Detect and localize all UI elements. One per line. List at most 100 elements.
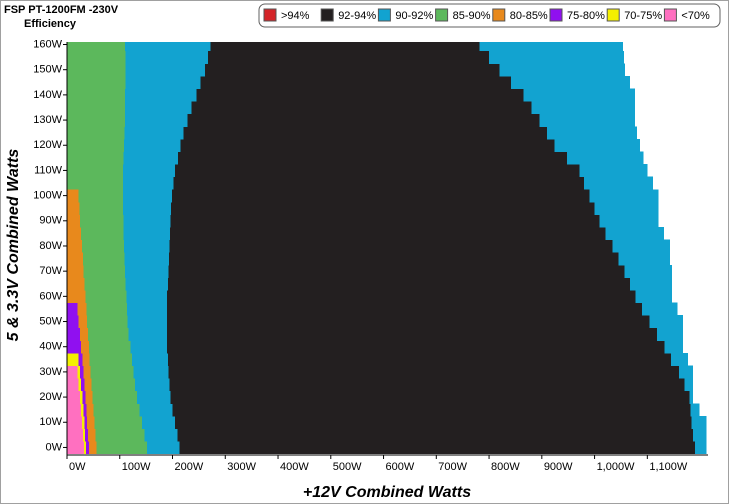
efficiency-cell [85, 390, 93, 404]
efficiency-cell [88, 327, 130, 341]
efficiency-cell [81, 227, 124, 241]
x-tick-label: 100W [122, 461, 151, 473]
x-tick-label: 500W [333, 461, 362, 473]
efficiency-cell [547, 126, 638, 140]
x-tick-label: 0W [69, 461, 86, 473]
efficiency-cell [85, 441, 90, 455]
efficiency-cell [67, 239, 83, 253]
efficiency-cell [81, 239, 125, 253]
legend-label: 80-85% [510, 10, 548, 22]
efficiency-cell [81, 378, 85, 392]
efficiency-cell [671, 353, 688, 367]
x-tick-label: 800W [491, 461, 520, 473]
efficiency-cell [141, 415, 176, 429]
efficiency-cell [191, 101, 532, 115]
efficiency-cell [489, 50, 624, 64]
y-tick-label: 0W [46, 441, 63, 453]
efficiency-cell [84, 428, 89, 442]
legend-swatch [663, 8, 677, 22]
x-tick-label: 400W [280, 461, 309, 473]
y-tick-label: 110W [34, 164, 63, 176]
efficiency-cell [624, 264, 672, 278]
efficiency-cell [139, 403, 173, 417]
efficiency-cell [618, 252, 670, 266]
efficiency-cell [78, 378, 82, 392]
efficiency-cell [67, 390, 81, 404]
efficiency-cell [125, 277, 169, 291]
efficiency-cell [167, 302, 643, 316]
legend-swatch [320, 8, 334, 22]
efficiency-cell [123, 214, 171, 228]
efficiency-cell [124, 126, 184, 140]
efficiency-cell [125, 101, 192, 115]
efficiency-cell [89, 441, 97, 455]
efficiency-cell [656, 327, 684, 341]
efficiency-cell [523, 88, 636, 102]
efficiency-cell [86, 302, 128, 316]
efficiency-cell [135, 378, 170, 392]
efficiency-cell [167, 353, 672, 367]
efficiency-cell [554, 138, 640, 152]
efficiency-cell [179, 441, 696, 455]
efficiency-cell [122, 201, 172, 215]
efficiency-cell [171, 189, 590, 203]
efficiency-cell [175, 164, 580, 178]
y-tick-label: 90W [39, 215, 62, 227]
efficiency-cell [169, 227, 607, 241]
efficiency-cell [80, 214, 124, 228]
efficiency-cell [169, 378, 685, 392]
efficiency-cell [67, 290, 86, 304]
efficiency-cell [67, 327, 81, 341]
efficiency-cell [82, 252, 125, 266]
efficiency-cell [67, 340, 82, 354]
efficiency-cell [80, 327, 89, 341]
efficiency-cell [539, 113, 636, 127]
efficiency-cell [579, 164, 648, 178]
efficiency-cell [131, 353, 169, 367]
efficiency-cell [130, 340, 168, 354]
efficiency-cell [67, 264, 84, 278]
efficiency-cell [67, 227, 82, 241]
efficiency-cell [599, 214, 659, 228]
legend-label: 92-94% [338, 10, 376, 22]
efficiency-cell [594, 201, 659, 215]
efficiency-cell [67, 50, 126, 64]
efficiency-cell [694, 441, 707, 455]
efficiency-cell [83, 441, 87, 455]
x-tick-label: 300W [227, 461, 256, 473]
efficiency-cell [122, 164, 176, 178]
efficiency-cell [83, 365, 92, 379]
efficiency-cell [96, 441, 148, 455]
efficiency-cell [122, 189, 173, 203]
efficiency-cell [67, 164, 124, 178]
efficiency-cell [147, 441, 180, 455]
y-tick-label: 150W [33, 64, 62, 76]
efficiency-cell [67, 75, 126, 89]
x-tick-label: 700W [438, 461, 467, 473]
efficiency-cell [67, 403, 82, 417]
efficiency-cell [125, 63, 206, 77]
efficiency-cell [85, 290, 128, 304]
efficiency-cell [128, 327, 168, 341]
efficiency-cell [589, 189, 659, 203]
efficiency-cell [605, 227, 665, 241]
y-tick-label: 10W [39, 416, 62, 428]
efficiency-cell [67, 428, 84, 442]
efficiency-cell [207, 50, 490, 64]
efficiency-cell [180, 138, 555, 152]
x-tick-label: 600W [386, 461, 415, 473]
efficiency-cell [127, 315, 168, 329]
x-axis-label: +12V Combined Watts [303, 484, 471, 501]
efficiency-cell [127, 302, 168, 316]
efficiency-cell [81, 340, 90, 354]
y-tick-label: 70W [39, 265, 62, 277]
efficiency-cell [67, 42, 126, 52]
efficiency-cell [83, 264, 126, 278]
efficiency-cell [205, 63, 501, 77]
efficiency-cell [82, 353, 91, 367]
efficiency-cell [172, 403, 691, 417]
efficiency-cell [67, 415, 83, 429]
efficiency-cell [689, 390, 694, 404]
efficiency-cell [79, 201, 124, 215]
efficiency-cell [511, 75, 630, 89]
